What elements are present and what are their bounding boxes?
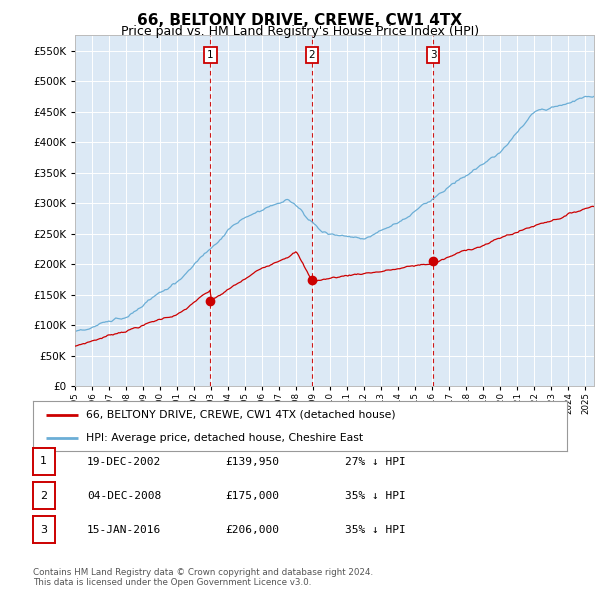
Text: 3: 3 (430, 50, 436, 60)
Text: £139,950: £139,950 (225, 457, 279, 467)
Text: 35% ↓ HPI: 35% ↓ HPI (345, 491, 406, 501)
Text: 66, BELTONY DRIVE, CREWE, CW1 4TX: 66, BELTONY DRIVE, CREWE, CW1 4TX (137, 13, 463, 28)
Text: 1: 1 (207, 50, 214, 60)
Text: £175,000: £175,000 (225, 491, 279, 501)
Text: Price paid vs. HM Land Registry's House Price Index (HPI): Price paid vs. HM Land Registry's House … (121, 25, 479, 38)
Text: 15-JAN-2016: 15-JAN-2016 (87, 526, 161, 535)
Text: 19-DEC-2002: 19-DEC-2002 (87, 457, 161, 467)
Text: £206,000: £206,000 (225, 526, 279, 535)
Text: 2: 2 (40, 491, 47, 500)
Text: 2: 2 (308, 50, 315, 60)
Text: 1: 1 (40, 457, 47, 466)
Text: 04-DEC-2008: 04-DEC-2008 (87, 491, 161, 501)
Text: 3: 3 (40, 525, 47, 535)
Text: HPI: Average price, detached house, Cheshire East: HPI: Average price, detached house, Ches… (86, 433, 364, 443)
Text: 35% ↓ HPI: 35% ↓ HPI (345, 526, 406, 535)
Text: 66, BELTONY DRIVE, CREWE, CW1 4TX (detached house): 66, BELTONY DRIVE, CREWE, CW1 4TX (detac… (86, 409, 396, 419)
Text: Contains HM Land Registry data © Crown copyright and database right 2024.
This d: Contains HM Land Registry data © Crown c… (33, 568, 373, 587)
Text: 27% ↓ HPI: 27% ↓ HPI (345, 457, 406, 467)
